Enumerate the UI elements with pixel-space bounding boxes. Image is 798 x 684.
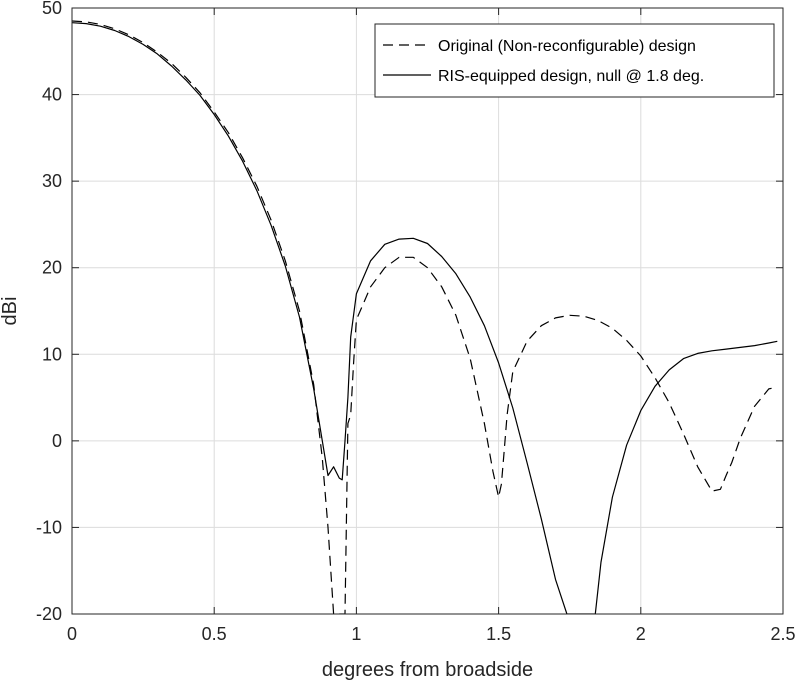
y-tick-label: 30	[42, 171, 62, 191]
y-tick-label: -20	[36, 604, 62, 624]
plot-frame	[71, 7, 784, 615]
y-tick-label: 40	[42, 85, 62, 105]
tick-labels: 0 0.5 1 1.5 2 2.5 -20 -10 0 10 20 30 40 50	[36, 0, 796, 644]
x-tick-label: 1.5	[486, 624, 511, 644]
x-tick-label: 1	[351, 624, 361, 644]
legend-label-ris: RIS-equipped design, null @ 1.8 deg.	[438, 68, 704, 85]
y-tick-label: 0	[52, 431, 62, 451]
plot-background	[72, 8, 783, 614]
y-tick-label: 10	[42, 344, 62, 364]
x-tick-label: 2.5	[770, 624, 795, 644]
series-line-original	[72, 20, 778, 614]
legend-label-original: Original (Non-reconfigurable) design	[438, 38, 696, 55]
x-tick-label: 0	[67, 624, 77, 644]
x-tick-label: 2	[636, 624, 646, 644]
y-tick-label: 50	[42, 0, 62, 18]
series-layer	[72, 20, 778, 614]
x-axis-label: degrees from broadside	[322, 659, 533, 681]
y-axis-label: dBi	[0, 297, 21, 326]
legend: Original (Non-reconfigurable) design RIS…	[374, 23, 775, 98]
series-line-ris	[72, 22, 778, 614]
legend-box	[374, 23, 775, 98]
y-tick-label: 20	[42, 258, 62, 278]
y-tick-label: -10	[36, 517, 62, 537]
ticks	[71, 7, 784, 615]
x-tick-label: 0.5	[202, 624, 227, 644]
